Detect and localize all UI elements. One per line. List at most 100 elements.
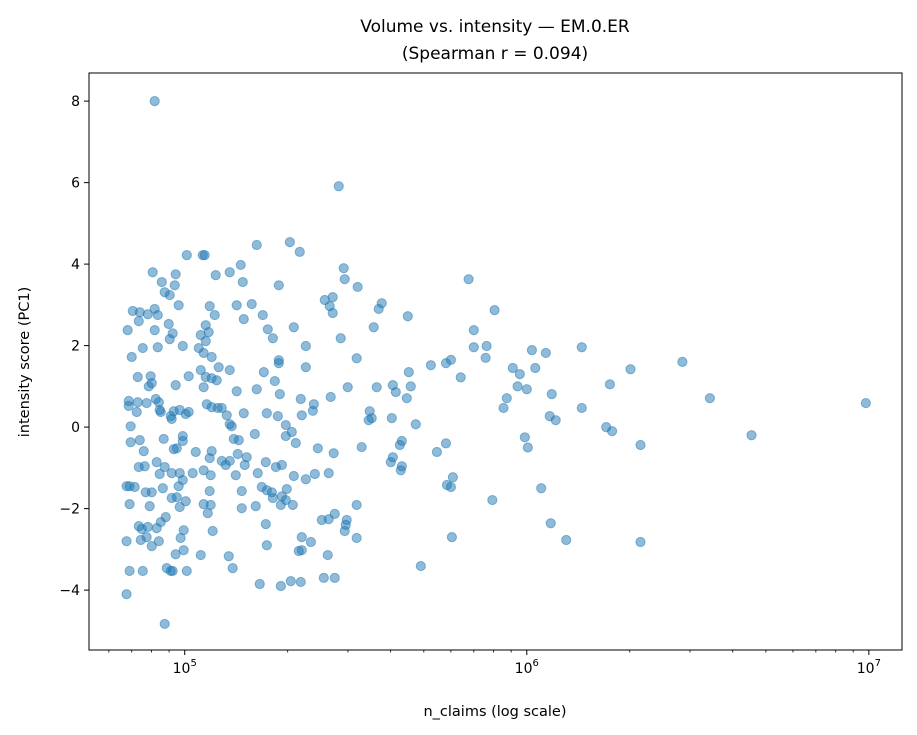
- data-point: [202, 507, 213, 519]
- data-point: [251, 384, 262, 395]
- y-tick-label: −4: [59, 583, 80, 599]
- data-point: [125, 437, 136, 448]
- data-point: [273, 358, 284, 369]
- data-point: [121, 589, 132, 600]
- data-point: [232, 448, 243, 460]
- data-point: [514, 369, 525, 380]
- data-point: [522, 442, 533, 453]
- data-point: [123, 395, 134, 407]
- data-point: [239, 459, 250, 471]
- data-point: [274, 388, 285, 400]
- data-point: [223, 551, 234, 562]
- data-point: [132, 397, 143, 408]
- data-point: [604, 379, 616, 390]
- data-point: [267, 492, 278, 504]
- data-point: [238, 408, 249, 419]
- data-point: [324, 300, 335, 312]
- data-point: [403, 366, 414, 378]
- data-point: [288, 470, 299, 482]
- data-point: [193, 342, 204, 354]
- data-point: [329, 572, 340, 583]
- data-point: [440, 438, 452, 449]
- data-point: [210, 270, 221, 281]
- data-point: [251, 239, 262, 251]
- data-points: [121, 96, 871, 630]
- x-tick-label: 105: [173, 658, 197, 677]
- data-point: [204, 485, 215, 497]
- data-point: [230, 470, 241, 481]
- data-point: [521, 384, 532, 395]
- y-axis-label: intensity score (PC1): [17, 287, 33, 437]
- data-point: [415, 560, 426, 572]
- data-point: [351, 532, 362, 544]
- data-point: [501, 393, 512, 404]
- data-point: [170, 269, 181, 280]
- data-point: [166, 468, 177, 479]
- data-point: [173, 300, 184, 311]
- data-point: [153, 536, 164, 547]
- data-point: [441, 479, 453, 491]
- data-point: [468, 325, 479, 336]
- data-point: [385, 457, 396, 468]
- y-tick-label: 2: [71, 339, 80, 355]
- data-point: [195, 549, 206, 561]
- data-point: [272, 411, 283, 422]
- data-point: [322, 549, 333, 561]
- data-point: [256, 481, 267, 493]
- y-tick-label: −2: [59, 502, 80, 518]
- x-axis-label: n_claims (log scale): [423, 704, 566, 720]
- data-point: [126, 351, 137, 363]
- data-point: [154, 468, 165, 480]
- data-point: [165, 565, 176, 577]
- data-point: [546, 388, 557, 400]
- data-point: [131, 406, 142, 418]
- data-point: [561, 534, 572, 546]
- data-point: [300, 340, 311, 352]
- data-point: [487, 494, 498, 506]
- data-point: [410, 419, 421, 430]
- data-point: [231, 300, 242, 311]
- data-point: [312, 443, 323, 454]
- data-point: [216, 455, 227, 467]
- data-point: [235, 259, 246, 271]
- data-point: [177, 340, 188, 352]
- data-point: [129, 481, 140, 493]
- data-point: [270, 461, 281, 473]
- data-point: [339, 274, 350, 285]
- data-point: [151, 457, 162, 468]
- data-point: [166, 492, 177, 504]
- data-point: [170, 549, 181, 560]
- data-point: [318, 572, 329, 583]
- data-point: [396, 461, 407, 472]
- data-point: [224, 364, 235, 376]
- data-point: [295, 576, 306, 588]
- data-point: [150, 393, 161, 405]
- data-point: [635, 536, 646, 548]
- data-point: [351, 353, 362, 364]
- data-point: [173, 481, 184, 492]
- data-point: [213, 362, 224, 373]
- data-point: [455, 372, 466, 383]
- data-point: [132, 371, 143, 383]
- data-point: [170, 380, 181, 391]
- data-point: [290, 437, 301, 449]
- data-point: [254, 578, 265, 590]
- data-point: [183, 371, 194, 382]
- data-point: [127, 305, 138, 317]
- data-point: [425, 360, 436, 371]
- data-point: [368, 322, 379, 333]
- data-point: [261, 540, 272, 551]
- data-point: [149, 303, 160, 315]
- data-point: [512, 381, 523, 392]
- data-point: [402, 311, 413, 322]
- data-point: [296, 532, 307, 543]
- data-point: [333, 181, 344, 192]
- data-point: [295, 393, 306, 405]
- data-point: [540, 347, 551, 359]
- data-point: [338, 263, 349, 274]
- data-point: [440, 358, 452, 369]
- data-point: [261, 408, 272, 419]
- data-point: [257, 309, 268, 321]
- data-point: [507, 362, 518, 374]
